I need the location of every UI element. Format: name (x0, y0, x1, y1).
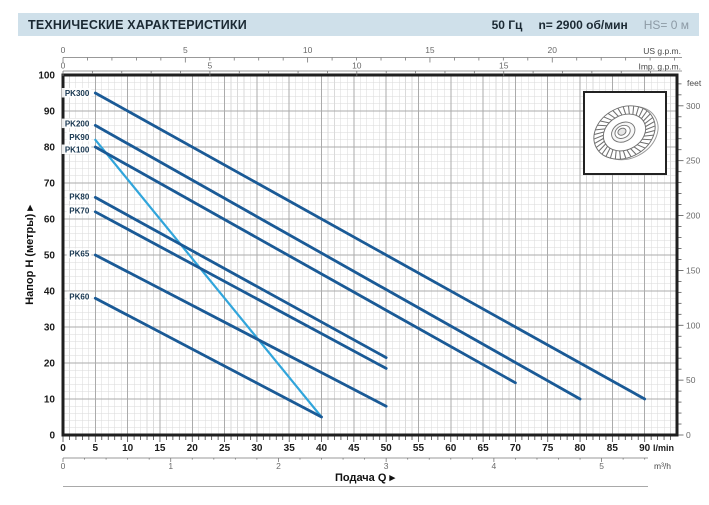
svg-text:50: 50 (381, 443, 393, 454)
svg-text:200: 200 (686, 211, 700, 221)
y-axis-feet: 0 50 100 150 200 250 300 feet (678, 78, 702, 440)
svg-text:1: 1 (168, 461, 173, 471)
svg-text:l/min: l/min (653, 443, 674, 453)
svg-text:25: 25 (219, 443, 231, 454)
svg-text:20: 20 (187, 443, 199, 454)
svg-text:Подача Q ▸: Подача Q ▸ (335, 472, 395, 484)
x-axis-lmin: 0 5 10 15 20 25 30 35 40 45 50 55 60 65 70 75 80 85 90 l/mi… (60, 436, 674, 454)
svg-text:40: 40 (316, 443, 328, 454)
curve-PK300 (93, 91, 647, 401)
spec-frequency: 50 Гц (491, 17, 523, 32)
svg-text:Напор H (метры) ▸: Напор H (метры) ▸ (24, 205, 36, 305)
svg-text:m³/h: m³/h (654, 461, 671, 471)
impeller-icon (593, 105, 659, 161)
curve-PK80 (93, 195, 388, 360)
svg-text:60: 60 (445, 443, 457, 454)
svg-text:PK60: PK60 (69, 292, 90, 301)
svg-text:5: 5 (93, 443, 99, 454)
svg-text:300: 300 (686, 101, 700, 111)
svg-text:PK65: PK65 (69, 250, 90, 259)
svg-text:15: 15 (425, 45, 435, 55)
y-axis-metres: 0 10 20 30 40 50 60 70 80 90 100 Напор H (метры) ▸ (24, 71, 55, 442)
svg-text:PK80: PK80 (69, 192, 90, 201)
svg-text:US g.p.m.: US g.p.m. (643, 46, 681, 56)
curve-PK200 (93, 124, 582, 401)
svg-text:40: 40 (44, 287, 56, 298)
x-axis-imp-gpm: 0 5 10 15 Imp. g.p.m. (61, 61, 682, 76)
svg-text:80: 80 (44, 143, 56, 154)
svg-text:15: 15 (154, 443, 166, 454)
bottom-divider (63, 486, 648, 487)
svg-text:100: 100 (38, 71, 55, 82)
svg-text:90: 90 (44, 107, 56, 118)
svg-text:10: 10 (352, 61, 362, 71)
svg-text:3: 3 (384, 461, 389, 471)
curve-PK100 (93, 145, 517, 385)
svg-text:PK200: PK200 (65, 120, 90, 129)
svg-text:85: 85 (607, 443, 619, 454)
svg-text:65: 65 (478, 443, 490, 454)
svg-text:80: 80 (574, 443, 586, 454)
svg-text:90: 90 (639, 443, 651, 454)
curve-PK90 (94, 138, 323, 419)
svg-text:10: 10 (122, 443, 134, 454)
svg-text:0: 0 (61, 461, 66, 471)
svg-text:0: 0 (49, 431, 55, 442)
svg-text:feet: feet (687, 78, 702, 88)
header-bar: ТЕХНИЧЕСКИЕ ХАРАКТЕРИСТИКИ 50 Гц n= 2900… (18, 13, 699, 36)
svg-text:250: 250 (686, 156, 700, 166)
svg-text:70: 70 (44, 179, 56, 190)
spec-group: 50 Гц n= 2900 об/мин HS= 0 м (492, 18, 689, 32)
svg-text:75: 75 (542, 443, 554, 454)
svg-text:0: 0 (61, 61, 66, 71)
svg-text:55: 55 (413, 443, 425, 454)
svg-text:0: 0 (60, 443, 66, 454)
plot-frame (61, 73, 679, 437)
curve-PK60 (93, 296, 323, 419)
svg-text:5: 5 (208, 61, 213, 71)
svg-text:50: 50 (686, 375, 696, 385)
spec-suction-head: HS= 0 м (643, 17, 689, 32)
svg-text:50: 50 (44, 251, 56, 262)
svg-text:PK70: PK70 (69, 207, 90, 216)
svg-text:20: 20 (548, 45, 558, 55)
svg-text:Imp. g.p.m.: Imp. g.p.m. (638, 62, 681, 72)
x-axis-m3h: 0 1 2 3 4 5 m³/h Подача Q ▸ (61, 457, 671, 484)
svg-text:10: 10 (303, 45, 313, 55)
impeller-image (583, 91, 667, 175)
svg-text:30: 30 (251, 443, 263, 454)
svg-text:4: 4 (492, 461, 497, 471)
svg-text:10: 10 (44, 395, 56, 406)
svg-text:0: 0 (686, 430, 691, 440)
svg-text:15: 15 (499, 61, 509, 71)
svg-text:70: 70 (510, 443, 522, 454)
curve-labels: PK300 PK200 PK90 PK100 PK80 PK70 PK65 PK60 (61, 88, 92, 301)
svg-text:PK100: PK100 (65, 146, 90, 155)
spec-speed: n= 2900 об/мин (538, 17, 628, 32)
svg-text:35: 35 (284, 443, 296, 454)
svg-text:30: 30 (44, 323, 56, 334)
svg-text:5: 5 (183, 45, 188, 55)
x-axis-us-gpm: 0 5 10 15 20 US g.p.m. (61, 45, 682, 63)
svg-text:20: 20 (44, 359, 56, 370)
curve-PK65 (93, 253, 388, 408)
svg-text:PK90: PK90 (69, 133, 90, 142)
page-title: ТЕХНИЧЕСКИЕ ХАРАКТЕРИСТИКИ (28, 17, 247, 32)
svg-text:PK300: PK300 (65, 89, 90, 98)
svg-text:5: 5 (599, 461, 604, 471)
svg-text:45: 45 (348, 443, 360, 454)
svg-text:150: 150 (686, 265, 700, 275)
svg-text:0: 0 (61, 45, 66, 55)
svg-text:100: 100 (686, 320, 700, 330)
svg-text:2: 2 (276, 461, 281, 471)
curve-PK70 (93, 210, 388, 370)
svg-text:60: 60 (44, 215, 56, 226)
